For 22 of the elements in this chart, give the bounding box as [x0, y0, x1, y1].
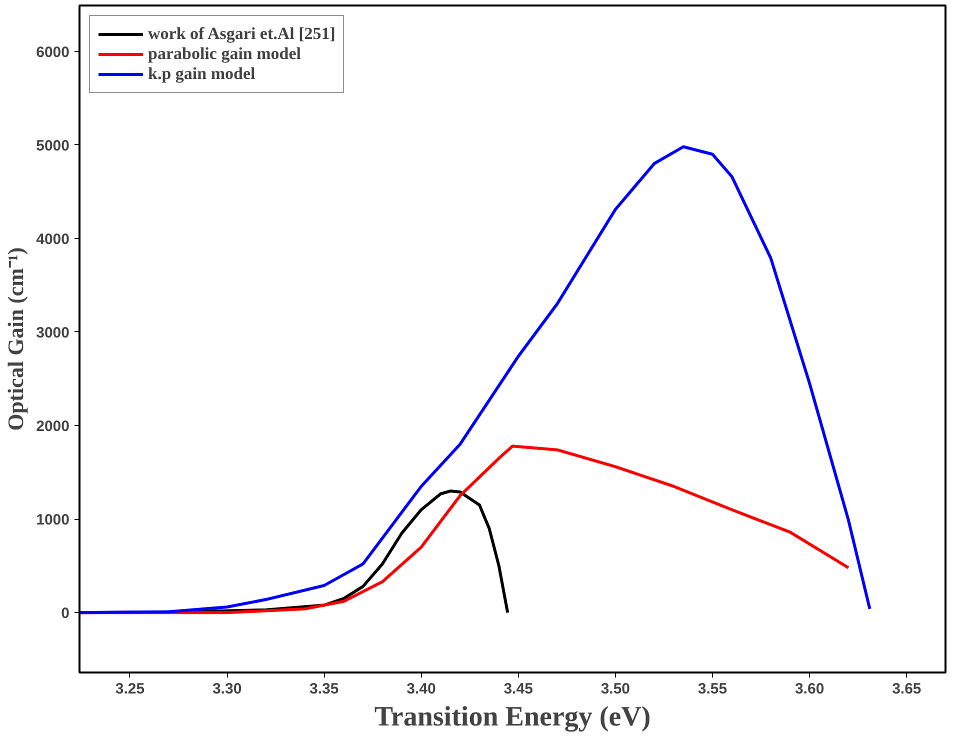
x-tick-label: 3.40 — [406, 680, 436, 698]
y-tick-label: 2000 — [36, 418, 70, 436]
x-tick-label: 3.50 — [600, 680, 630, 698]
x-tick-label: 3.45 — [504, 680, 533, 698]
x-tick-label: 3.65 — [892, 680, 922, 698]
legend-label: k.p gain model — [148, 64, 256, 84]
x-tick-label: 3.25 — [115, 680, 145, 698]
y-tick-label: 0 — [61, 605, 70, 622]
legend-label: work of Asgari et.Al [251] — [148, 24, 336, 44]
y-tick-label: 1000 — [36, 512, 70, 529]
y-tick-label: 6000 — [36, 44, 70, 61]
y-axis-title: Optical Gain (cm⁻¹) — [3, 247, 28, 431]
x-tick-label: 3.35 — [310, 680, 339, 698]
x-axis-title: Transition Energy (eV) — [374, 702, 651, 732]
x-tick-label: 3.60 — [794, 680, 824, 698]
x-tick-label: 3.30 — [212, 680, 242, 698]
y-tick-label: 4000 — [36, 230, 70, 248]
y-tick-label: 5000 — [36, 137, 70, 154]
line-series — [80, 145, 872, 614]
x-tick-label: 3.55 — [698, 680, 728, 698]
y-tick-label: 3000 — [36, 324, 70, 342]
legend-label: parabolic gain model — [148, 44, 302, 64]
